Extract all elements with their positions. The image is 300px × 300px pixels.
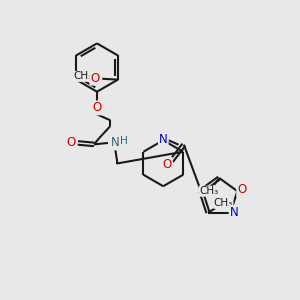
Text: O: O <box>90 72 100 85</box>
Text: O: O <box>163 158 172 171</box>
Text: O: O <box>237 183 246 196</box>
Text: CH₃: CH₃ <box>199 186 218 196</box>
Text: CH₃: CH₃ <box>73 71 92 81</box>
Text: N: N <box>111 136 120 149</box>
Text: N: N <box>230 206 238 219</box>
Text: N: N <box>159 133 168 146</box>
Text: O: O <box>67 136 76 149</box>
Text: CH₃: CH₃ <box>214 198 233 208</box>
Text: O: O <box>92 101 102 114</box>
Text: H: H <box>120 136 128 146</box>
